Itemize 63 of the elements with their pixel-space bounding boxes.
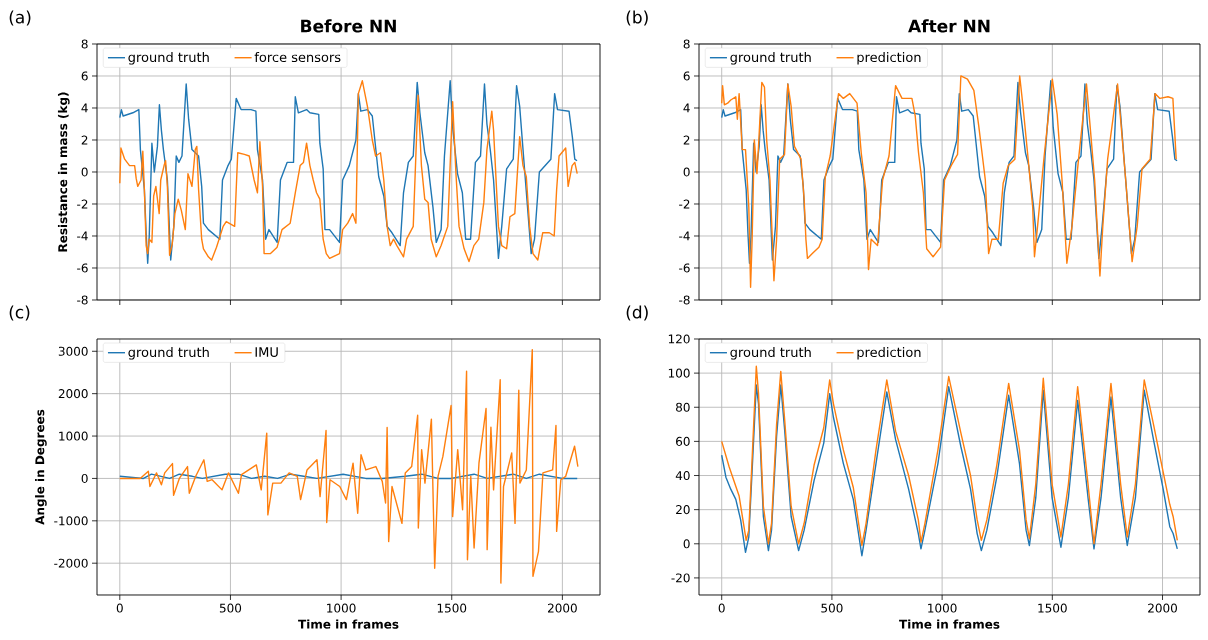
y-axis-title: Resistance in mass (kg) <box>57 92 70 252</box>
legend-label: prediction <box>857 52 921 65</box>
x-axis-title: Time in frames <box>298 619 399 629</box>
y-tick-label: -2000 <box>54 558 88 568</box>
line-series <box>721 365 1178 547</box>
x-axis-title: Time in frames <box>899 619 1000 629</box>
y-tick-label: -2 <box>77 199 88 209</box>
y-tick-label: -8 <box>679 295 690 305</box>
chart-title: After NN <box>908 19 990 33</box>
legend-label: ground truth <box>128 52 209 65</box>
y-tick-label: 6 <box>81 71 88 81</box>
y-tick-label: -6 <box>77 263 88 273</box>
legend-label: ground truth <box>730 347 811 360</box>
y-tick-label: -1000 <box>54 516 88 526</box>
y-tick-label: 2 <box>81 135 88 145</box>
y-tick-label: -4 <box>679 231 690 241</box>
x-tick-label: 1000 <box>327 603 356 613</box>
y-tick-label: 0 <box>81 473 88 483</box>
text: (d) <box>626 305 648 321</box>
text: (c) <box>9 305 30 321</box>
y-tick-label: 1000 <box>59 431 88 441</box>
x-tick-label: 2000 <box>1148 603 1177 613</box>
y-axis-title: Angle in Degrees <box>35 409 47 525</box>
x-tick-label: 500 <box>219 603 242 613</box>
legend-label: prediction <box>857 347 921 360</box>
y-tick-label: 4 <box>683 103 690 113</box>
y-tick-label: 120 <box>668 334 690 344</box>
x-tick-label: 0 <box>116 603 123 613</box>
y-tick-label: 40 <box>675 470 690 481</box>
x-tick-label: 1500 <box>1038 603 1067 613</box>
x-tick-label: 1000 <box>928 603 957 613</box>
legend-label: IMU <box>255 347 278 357</box>
legend-label: ground truth <box>128 347 209 360</box>
y-tick-label: -20 <box>671 573 690 583</box>
x-tick-label: 500 <box>821 603 843 613</box>
x-tick-label: 2000 <box>548 603 577 613</box>
y-tick-label: 3000 <box>58 346 88 356</box>
y-tick-label: 2000 <box>58 389 88 399</box>
y-tick-label: 80 <box>676 402 690 412</box>
y-tick-label: -4 <box>77 231 88 241</box>
line-series <box>721 384 1178 557</box>
y-tick-label: 0 <box>81 167 88 177</box>
y-tick-label: 20 <box>676 505 690 515</box>
chart-title: Before NN <box>301 19 396 33</box>
y-tick-label: 8 <box>81 39 88 49</box>
x-tick-label: 0 <box>718 603 725 613</box>
y-tick-label: 2 <box>683 135 690 145</box>
y-tick-label: 8 <box>683 39 690 49</box>
y-tick-label: 0 <box>683 167 690 177</box>
legend-label: ground truth <box>730 52 811 65</box>
y-tick-label: -6 <box>679 263 690 273</box>
y-tick-label: -2 <box>679 199 690 209</box>
text: (b) <box>626 10 648 26</box>
y-tick-label: 0 <box>683 539 690 549</box>
line-series <box>119 348 579 584</box>
y-tick-label: -8 <box>77 295 88 305</box>
y-tick-label: 6 <box>683 71 690 81</box>
legend-label: force sensors <box>254 52 341 63</box>
y-tick-label: 4 <box>81 103 88 113</box>
y-tick-label: 60 <box>676 436 690 446</box>
x-tick-label: 1500 <box>437 603 467 613</box>
y-tick-label: 100 <box>668 368 690 378</box>
text: (a) <box>9 10 31 26</box>
